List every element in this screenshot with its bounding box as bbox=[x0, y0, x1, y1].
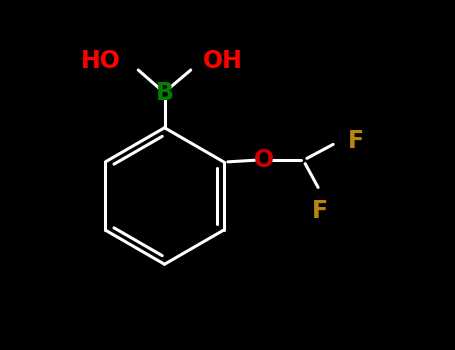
Text: HO: HO bbox=[81, 49, 121, 73]
Text: B: B bbox=[156, 81, 173, 105]
Text: O: O bbox=[254, 148, 274, 172]
Text: OH: OH bbox=[203, 49, 243, 73]
Text: F: F bbox=[348, 129, 364, 153]
Text: F: F bbox=[312, 199, 328, 223]
